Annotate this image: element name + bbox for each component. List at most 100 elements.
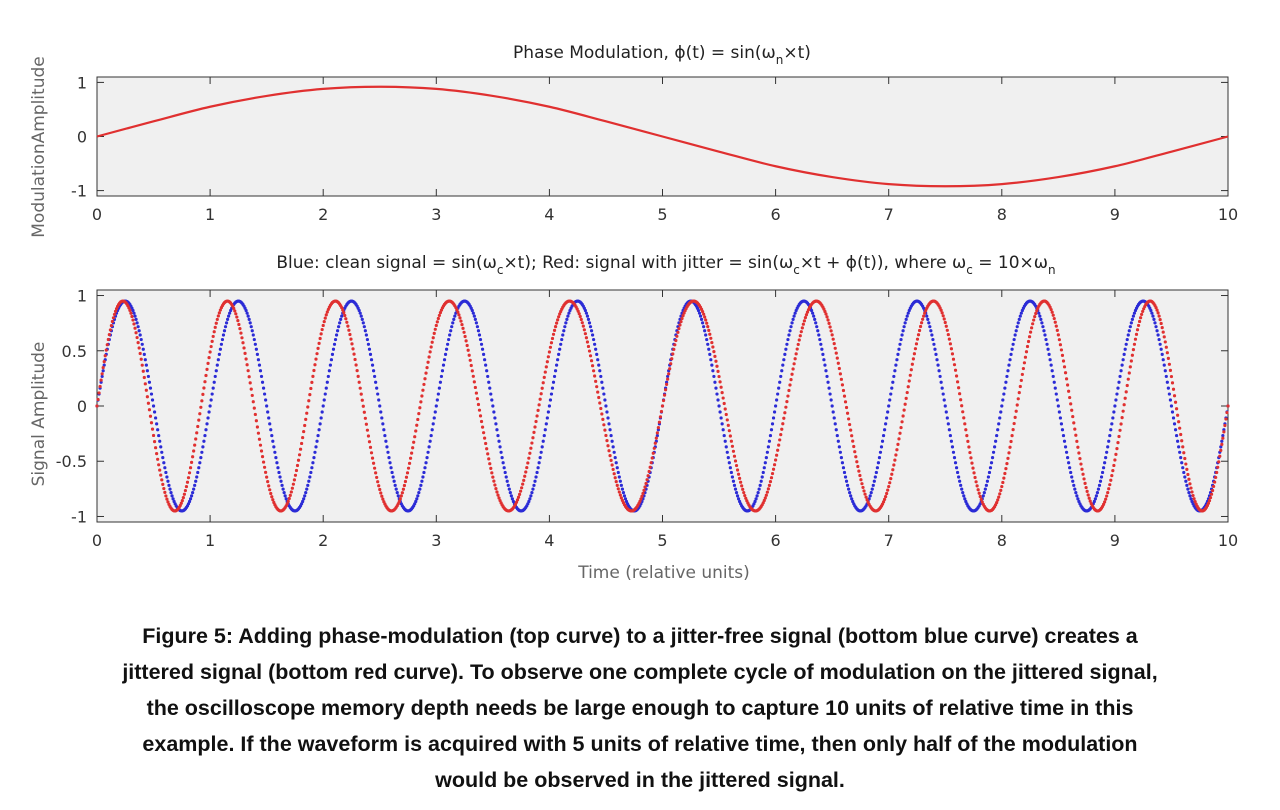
jitter-signal-point [733, 459, 738, 463]
jitter-signal-point [1081, 472, 1085, 476]
clean-signal-point [821, 352, 825, 356]
clean-signal-point [257, 363, 262, 367]
jitter-signal-point [1168, 368, 1173, 372]
clean-signal-point [322, 398, 326, 402]
clean-signal-point [216, 358, 220, 362]
clean-signal-point [152, 410, 157, 414]
jitter-signal-point [309, 386, 313, 391]
top-xtick-label: 6 [771, 205, 781, 224]
jitter-signal-point [730, 444, 735, 448]
jitter-signal-point [667, 372, 671, 376]
clean-signal-point [617, 475, 621, 479]
jitter-signal-point [1115, 447, 1119, 451]
jitter-signal-point [318, 336, 322, 341]
jitter-signal-point [1140, 312, 1144, 317]
clean-signal-point [170, 494, 174, 498]
jitter-signal-point [921, 317, 925, 321]
clean-signal-point [418, 487, 422, 491]
clean-signal-point [953, 461, 958, 465]
clean-signal-point [885, 416, 889, 420]
jitter-signal-point [997, 495, 1001, 499]
clean-signal-point [833, 422, 837, 426]
jitter-signal-point [612, 472, 616, 476]
clean-signal-point [1013, 333, 1017, 337]
jitter-signal-point [1078, 457, 1082, 461]
jitter-signal-point [740, 484, 744, 488]
jitter-signal-point [1050, 310, 1054, 314]
jitter-signal-point [1133, 337, 1138, 341]
jitter-signal-point [157, 463, 161, 467]
clean-signal-point [1116, 386, 1120, 390]
jitter-signal-point [592, 369, 596, 373]
clean-signal-point [769, 428, 774, 432]
jitter-signal-point [645, 478, 649, 482]
clean-signal-point [419, 483, 423, 487]
clean-signal-point [962, 494, 966, 498]
jitter-signal-point [777, 443, 781, 447]
jitter-signal-point [1011, 428, 1015, 432]
clean-signal-point [831, 410, 835, 414]
clean-signal-point [1070, 475, 1074, 479]
jitter-signal-point [947, 337, 951, 341]
clean-signal-point [1220, 439, 1224, 443]
jitter-signal-point [762, 498, 766, 503]
clean-signal-point [484, 363, 488, 367]
jitter-signal-point [793, 357, 797, 361]
jitter-signal-point [215, 317, 219, 322]
jitter-signal-point [1182, 451, 1186, 455]
jitter-signal-point [1026, 339, 1031, 344]
clean-signal-point [1110, 422, 1114, 426]
jitter-signal-point [1056, 333, 1060, 337]
top-ylabel: ModulationAmplitude [29, 56, 49, 237]
jitter-signal-point [427, 355, 431, 359]
jitter-signal-point [742, 490, 746, 495]
jitter-signal-point [301, 435, 305, 440]
clean-signal-point [219, 342, 224, 346]
clean-signal-point [430, 428, 434, 432]
bottom-xtick-label: 2 [318, 531, 328, 550]
jitter-signal-point [1105, 494, 1109, 498]
clean-signal-point [785, 342, 789, 346]
clean-signal-series [95, 299, 1230, 513]
jitter-signal-point [783, 411, 787, 415]
jitter-signal-point [543, 370, 547, 374]
jitter-signal-point [1183, 456, 1187, 461]
jitter-signal-point [1005, 462, 1009, 466]
clean-signal-point [271, 439, 275, 443]
bottom-ytick-label: 1 [77, 287, 87, 306]
jitter-signal-point [368, 445, 373, 449]
jitter-signal-point [101, 366, 105, 370]
jitter-signal-point [1051, 313, 1055, 317]
clean-signal-point [899, 337, 903, 342]
jitter-signal-point [558, 312, 562, 316]
jitter-signal-point [1028, 330, 1033, 334]
jitter-signal-point [155, 451, 159, 456]
clean-signal-point [719, 416, 723, 420]
clean-signal-point [733, 487, 738, 491]
jitter-signal-point [968, 450, 972, 455]
clean-signal-point [1166, 386, 1170, 390]
jitter-signal-point [837, 366, 841, 371]
jitter-signal-point [362, 410, 366, 414]
jitter-signal-point [258, 443, 263, 447]
clean-signal-point [585, 314, 590, 318]
jitter-signal-point [858, 473, 862, 478]
jitter-signal-point [325, 310, 329, 314]
jitter-signal-point [529, 446, 533, 450]
jitter-signal-point [998, 492, 1002, 496]
jitter-signal-point [702, 312, 706, 316]
clean-signal-point [471, 311, 475, 315]
jitter-signal-point [840, 383, 845, 387]
jitter-signal-point [113, 309, 118, 314]
clean-signal-point [838, 450, 842, 454]
jitter-signal-point [1155, 308, 1159, 312]
jitter-signal-point [907, 379, 911, 383]
jitter-signal-point [290, 486, 294, 490]
jitter-signal-point [136, 341, 140, 345]
jitter-signal-point [483, 436, 487, 440]
jitter-signal-point [665, 382, 669, 386]
jitter-signal-point [375, 475, 379, 480]
jitter-signal-point [131, 318, 135, 322]
clean-signal-point [559, 342, 563, 346]
clean-signal-point [597, 363, 601, 367]
